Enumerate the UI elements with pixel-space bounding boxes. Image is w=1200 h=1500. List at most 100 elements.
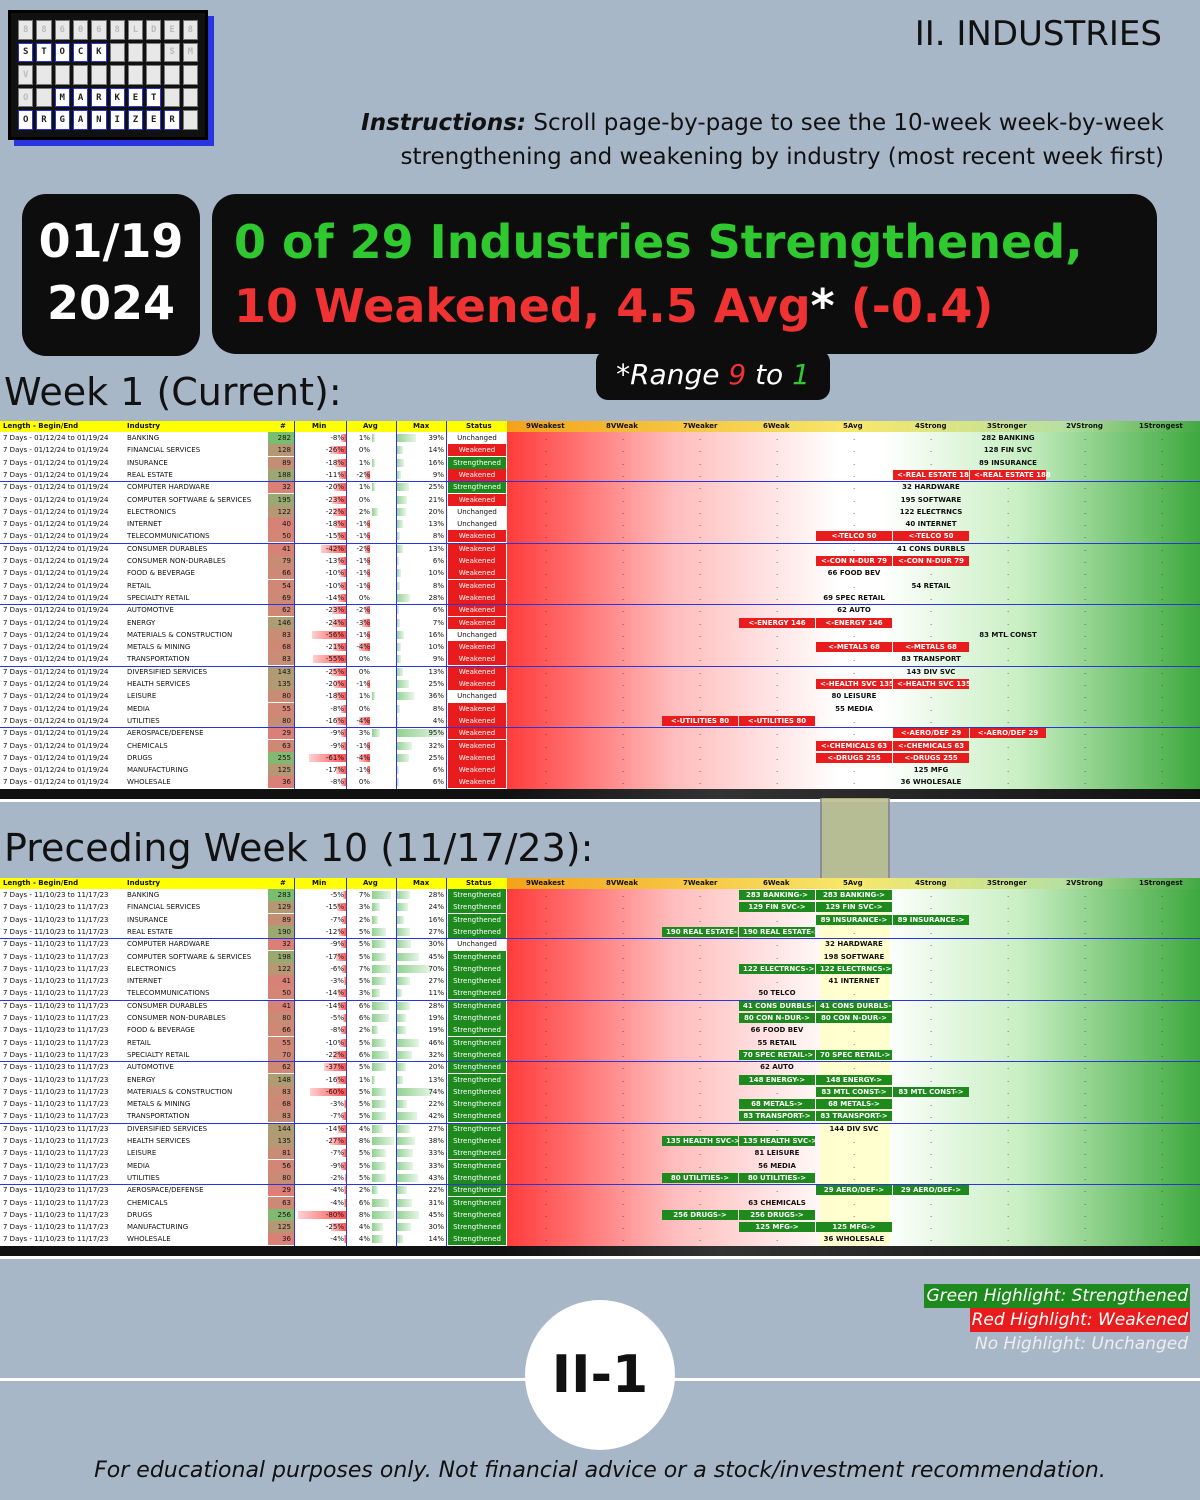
header-cell: 2VStrong — [1066, 422, 1103, 430]
row-avg: -4% — [346, 752, 396, 764]
row-max: 13% — [396, 518, 446, 530]
grid-dot: . — [622, 1112, 625, 1121]
grid-dot: . — [1007, 977, 1010, 986]
avg-value: -1% — [356, 581, 370, 590]
min-value: -8% — [330, 778, 344, 787]
max-value: 16% — [428, 458, 444, 467]
table-row: 7 Days - 01/12/24 to 01/19/24 DIVERSIFIED… — [0, 665, 1200, 678]
max-value: 27% — [428, 977, 444, 986]
grid-dot: . — [930, 1198, 933, 1207]
row-period: 7 Days - 01/12/24 to 01/19/24 — [3, 778, 109, 787]
grid-dot: . — [776, 569, 779, 578]
grid-dot: . — [545, 741, 548, 750]
logo-cell: 8 — [109, 20, 125, 40]
grid-dot: . — [699, 680, 702, 688]
week10-table: Length - Begin/End Industry # Min Avg Max Stat… — [0, 878, 1200, 1259]
row-count: 83 — [268, 653, 294, 666]
min-bar — [335, 692, 346, 701]
date-box: 01/19 2024 — [22, 194, 200, 356]
min-bar — [344, 977, 346, 986]
row-avg: 5% — [346, 1086, 396, 1098]
grid-dot: . — [545, 470, 548, 479]
row-count: 80 — [268, 1171, 294, 1184]
grid-dot: . — [930, 989, 933, 998]
row-period: 7 Days - 01/12/24 to 01/19/24 — [3, 507, 109, 516]
avg-bar — [372, 1100, 386, 1109]
row-period: 7 Days - 01/12/24 to 01/19/24 — [3, 741, 109, 750]
table-row: 7 Days - 11/10/23 to 11/17/23 FOOD & BEVE… — [0, 1024, 1200, 1037]
grid-dot: . — [545, 483, 548, 492]
min-bar — [331, 1223, 346, 1232]
page-badge: II-1 — [525, 1300, 675, 1450]
row-min: -8% — [296, 1024, 346, 1036]
max-bar — [396, 446, 404, 455]
min-value: -7% — [330, 1112, 344, 1121]
grid-dot: . — [622, 766, 625, 775]
rank-label: 29 AERO/DEF-> — [893, 1185, 969, 1196]
avg-bar — [367, 557, 370, 565]
min-bar — [335, 520, 346, 529]
rank-label: 80 CON N-DUR-> — [816, 1013, 892, 1023]
grid-dot: . — [853, 729, 856, 738]
grid-dot: . — [776, 1161, 779, 1170]
avg-bar — [359, 643, 370, 652]
grid-dot: . — [1161, 778, 1164, 787]
logo-cell: K — [109, 87, 125, 108]
grid-dot: . — [545, 618, 548, 627]
avg-value: -1% — [356, 741, 370, 750]
table-header: Length - Begin/End Industry # Min Avg Max Stat… — [0, 878, 1200, 889]
avg-bar — [372, 458, 375, 467]
rank-label: 283 BANKING-> — [816, 890, 892, 900]
grid-dot: . — [1007, 655, 1010, 664]
avg-value: -1% — [356, 569, 370, 578]
header-cell: Min — [312, 422, 327, 430]
row-min: -14% — [296, 987, 346, 999]
grid-dot: . — [1161, 495, 1164, 504]
grid-dot: . — [1084, 1001, 1087, 1010]
row-max: 10% — [396, 567, 446, 579]
row-count: 198 — [268, 950, 294, 963]
min-bar — [337, 1001, 346, 1010]
rank-label: 41 INTERNET — [828, 977, 880, 986]
grid-dot: . — [853, 766, 856, 775]
avg-bar — [364, 606, 370, 615]
row-status: Unchanged — [448, 938, 506, 951]
grid-dot: . — [545, 989, 548, 998]
row-max: 22% — [396, 1184, 446, 1196]
max-bar — [396, 544, 403, 553]
grid-dot: . — [1007, 1210, 1010, 1219]
avg-value: -1% — [356, 766, 370, 775]
row-max: 20% — [396, 1061, 446, 1073]
grid-dot: . — [853, 667, 856, 676]
row-count: 282 — [268, 432, 294, 444]
grid-dot: . — [622, 915, 625, 924]
avg-value: -1% — [356, 520, 370, 529]
grid-dot: . — [622, 507, 625, 516]
grid-dot: . — [1161, 643, 1164, 652]
row-max: 14% — [396, 444, 446, 456]
grid-dot: . — [1161, 630, 1164, 639]
avg-value: 8% — [358, 1137, 370, 1145]
row-max: 30% — [396, 1221, 446, 1233]
grid-dot: . — [776, 778, 779, 787]
min-value: -8% — [330, 1026, 344, 1035]
table-row: 7 Days - 11/10/23 to 11/17/23 LEISURE 81 -7… — [0, 1147, 1200, 1160]
logo-cell — [91, 65, 107, 85]
grid-dot: . — [1084, 1149, 1087, 1158]
row-count: 148 — [268, 1073, 294, 1086]
min-value: -20% — [325, 483, 344, 492]
grid-dot: . — [776, 532, 779, 541]
grid-dot: . — [1007, 593, 1010, 602]
grid-dot: . — [545, 766, 548, 775]
row-count: 56 — [268, 1159, 294, 1172]
row-industry: WHOLESALE — [127, 1235, 171, 1244]
row-industry: RETAIL — [127, 1038, 151, 1047]
max-value: 27% — [428, 927, 444, 936]
grid-dot: . — [853, 1161, 856, 1170]
row-avg: 1% — [346, 481, 396, 493]
grid-dot: . — [545, 655, 548, 664]
grid-dot: . — [930, 630, 933, 639]
grid-dot: . — [622, 704, 625, 713]
row-period: 7 Days - 11/10/23 to 11/17/23 — [3, 1100, 109, 1109]
grid-dot: . — [699, 891, 702, 899]
